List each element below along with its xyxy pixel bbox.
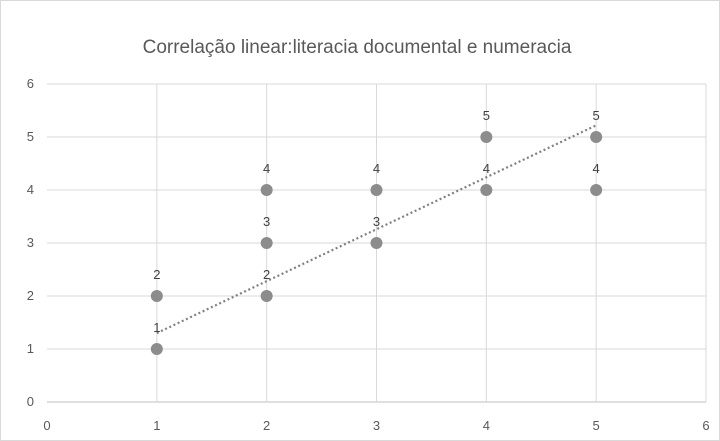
data-labels: 1 2 2 3 4 3 4 4 5 4 5	[153, 108, 600, 335]
x-tick-label: 3	[373, 418, 380, 433]
data-point	[370, 237, 383, 249]
y-tick-label: 2	[27, 288, 34, 303]
data-label: 4	[373, 161, 380, 176]
y-tick-label: 1	[27, 341, 34, 356]
data-label: 5	[483, 108, 490, 123]
data-point	[480, 131, 493, 143]
data-point	[260, 184, 273, 196]
data-label: 3	[263, 214, 270, 229]
data-points	[150, 131, 603, 355]
data-point	[370, 184, 383, 196]
x-tick-label: 1	[153, 418, 160, 433]
y-tick-label: 4	[27, 182, 34, 197]
y-tick-label: 0	[27, 394, 34, 409]
data-point	[150, 343, 163, 355]
data-point	[480, 184, 493, 196]
x-tick-label: 6	[702, 418, 709, 433]
x-tick-label: 0	[43, 418, 50, 433]
x-tick-label: 4	[483, 418, 490, 433]
data-label: 2	[263, 267, 270, 282]
data-label: 1	[153, 320, 160, 335]
data-label: 4	[483, 161, 490, 176]
chart-title: Correlação linear:literacia documental e…	[143, 37, 572, 58]
y-tick-label: 5	[27, 129, 34, 144]
data-label: 4	[593, 161, 600, 176]
data-label: 3	[373, 214, 380, 229]
data-label: 4	[263, 161, 270, 176]
data-label: 5	[593, 108, 600, 123]
trendline-group	[156, 124, 597, 335]
x-tick-label: 2	[263, 418, 270, 433]
data-point	[590, 131, 603, 143]
data-point	[590, 184, 603, 196]
data-point	[260, 290, 273, 302]
trendline	[156, 124, 597, 335]
data-point	[260, 237, 273, 249]
y-tick-label: 3	[27, 235, 34, 250]
data-point	[150, 290, 163, 302]
x-tick-label: 5	[593, 418, 600, 433]
y-tick-label: 6	[27, 76, 34, 91]
data-label: 2	[153, 267, 160, 282]
tick-labels: 0 1 2 3 4 5 6 0 1 2 3 4 5 6	[27, 76, 710, 433]
